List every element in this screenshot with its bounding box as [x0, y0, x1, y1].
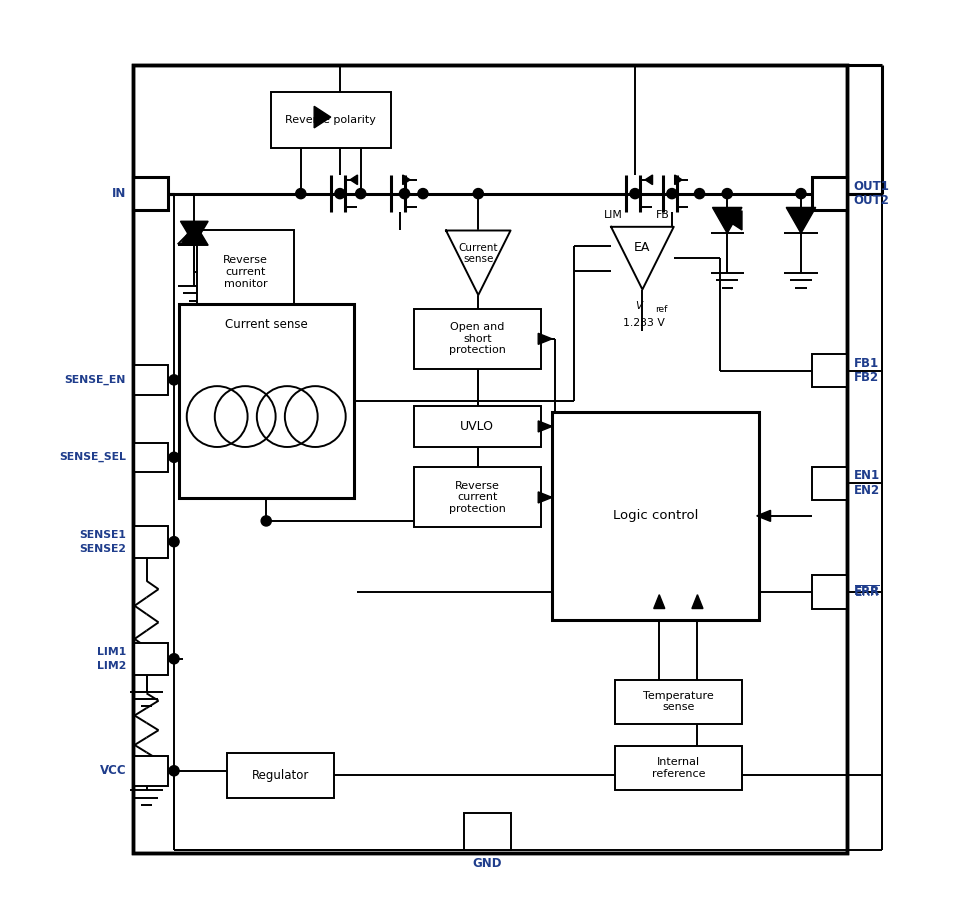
Circle shape: [169, 654, 179, 664]
Polygon shape: [180, 221, 208, 244]
Polygon shape: [786, 207, 816, 233]
Polygon shape: [538, 334, 552, 345]
Polygon shape: [538, 420, 552, 431]
Text: Logic control: Logic control: [613, 509, 698, 523]
Polygon shape: [675, 175, 682, 184]
Text: LIM1: LIM1: [97, 646, 126, 656]
Text: $\overline{\rm ERR}$: $\overline{\rm ERR}$: [853, 585, 879, 599]
Text: Reverse
current
monitor: Reverse current monitor: [223, 255, 268, 289]
Text: GND: GND: [473, 857, 502, 870]
Polygon shape: [314, 106, 331, 128]
Text: LIM: LIM: [604, 210, 622, 219]
Circle shape: [169, 453, 179, 463]
Circle shape: [473, 189, 484, 199]
Bar: [413, 309, 541, 369]
Bar: [812, 575, 847, 609]
Text: IN: IN: [112, 187, 126, 200]
Bar: [271, 92, 391, 148]
Circle shape: [261, 516, 271, 526]
Bar: [463, 813, 512, 850]
Text: FB: FB: [656, 210, 670, 219]
Text: UVLO: UVLO: [460, 420, 494, 433]
Circle shape: [400, 189, 410, 199]
Circle shape: [334, 189, 345, 199]
Text: ref: ref: [654, 305, 667, 314]
Circle shape: [722, 189, 732, 199]
Bar: [413, 467, 541, 527]
Bar: [614, 746, 742, 790]
Bar: [812, 354, 847, 387]
Bar: [812, 177, 847, 210]
Circle shape: [667, 189, 677, 199]
Polygon shape: [446, 230, 511, 295]
Text: FB2: FB2: [853, 372, 878, 384]
Circle shape: [418, 189, 428, 199]
Text: SENSE_EN: SENSE_EN: [64, 374, 126, 385]
Polygon shape: [350, 175, 358, 184]
Circle shape: [356, 189, 366, 199]
Text: Temperature
sense: Temperature sense: [643, 691, 714, 713]
Bar: [614, 680, 742, 724]
Text: VCC: VCC: [99, 764, 126, 777]
Text: SENSE2: SENSE2: [79, 544, 126, 554]
Polygon shape: [713, 207, 742, 233]
Text: Current sense: Current sense: [225, 318, 307, 331]
Text: OUT2: OUT2: [853, 195, 889, 207]
Text: Open and
short
protection: Open and short protection: [448, 322, 506, 356]
Bar: [178, 304, 354, 498]
Polygon shape: [645, 175, 652, 184]
Circle shape: [630, 189, 641, 199]
Circle shape: [295, 189, 306, 199]
Bar: [197, 230, 293, 313]
Polygon shape: [757, 511, 770, 522]
Bar: [133, 177, 168, 210]
Circle shape: [169, 537, 179, 547]
Bar: [133, 365, 168, 395]
Text: Current
sense: Current sense: [458, 242, 498, 265]
Polygon shape: [692, 595, 703, 609]
Bar: [133, 443, 168, 472]
Polygon shape: [538, 492, 552, 503]
Polygon shape: [653, 595, 665, 609]
Text: Reverse
current
protection: Reverse current protection: [448, 480, 506, 514]
Text: 1.233 V: 1.233 V: [623, 318, 665, 327]
Polygon shape: [403, 175, 410, 184]
Polygon shape: [180, 222, 208, 245]
Circle shape: [694, 189, 705, 199]
Text: Internal
reference: Internal reference: [651, 757, 705, 779]
Circle shape: [796, 189, 806, 199]
Text: EN1: EN1: [853, 469, 879, 482]
Bar: [133, 526, 168, 558]
Polygon shape: [727, 211, 742, 230]
Text: Regulator: Regulator: [252, 769, 309, 782]
Text: V: V: [635, 301, 643, 311]
Text: ERR: ERR: [853, 585, 879, 598]
Circle shape: [169, 765, 179, 776]
Bar: [133, 65, 847, 853]
Text: OUT1: OUT1: [853, 180, 889, 193]
Text: FB1: FB1: [853, 357, 878, 370]
Text: EA: EA: [634, 241, 650, 254]
Bar: [133, 65, 847, 853]
Bar: [133, 643, 168, 675]
Text: SENSE_SEL: SENSE_SEL: [59, 452, 126, 463]
Circle shape: [169, 374, 179, 385]
Polygon shape: [611, 227, 674, 290]
Bar: [413, 406, 541, 447]
Bar: [552, 412, 760, 620]
Text: Reverse polarity: Reverse polarity: [286, 115, 376, 124]
Bar: [133, 756, 168, 786]
Text: EN2: EN2: [853, 484, 879, 497]
Bar: [227, 753, 333, 798]
Text: SENSE1: SENSE1: [79, 529, 126, 539]
Text: LIM2: LIM2: [97, 661, 126, 671]
Bar: [812, 467, 847, 500]
